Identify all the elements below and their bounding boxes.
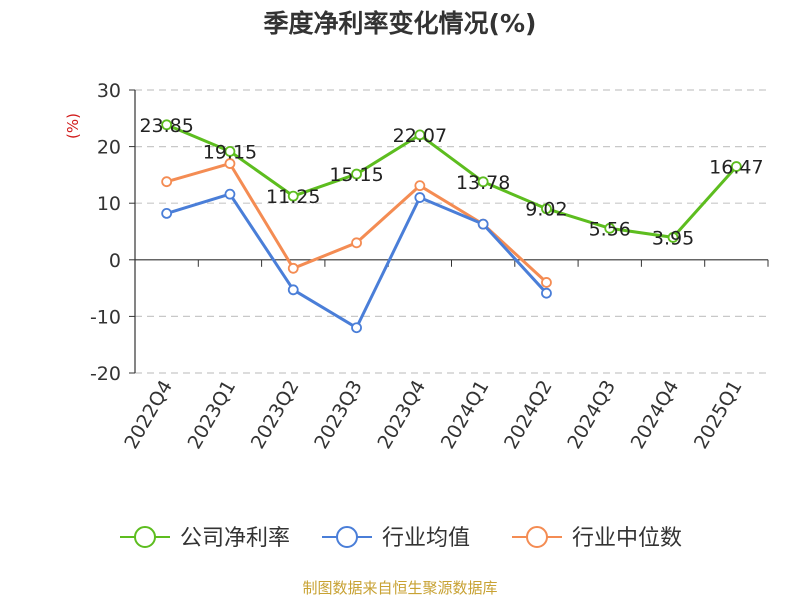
- y-tick-label: 0: [109, 250, 121, 272]
- data-point: [161, 176, 173, 188]
- legend-marker-icon: [134, 526, 156, 548]
- y-tick-label: -20: [90, 363, 121, 385]
- x-tick-label: 2024Q4: [627, 377, 684, 453]
- data-point: [730, 161, 742, 172]
- data-point: [224, 188, 236, 200]
- legend-label: 行业均值: [382, 526, 470, 551]
- data-point: [667, 232, 679, 243]
- data-point: [541, 203, 552, 215]
- x-tick-label: 2024Q1: [437, 377, 494, 453]
- data-label: 23.85: [139, 115, 193, 137]
- data-point: [414, 129, 426, 141]
- data-label: 5.56: [589, 218, 631, 240]
- data-point: [541, 287, 552, 299]
- data-label: 13.78: [456, 172, 510, 194]
- x-tick-label: 2023Q4: [373, 377, 430, 453]
- data-point: [604, 222, 616, 234]
- legend-label: 行业中位数: [572, 526, 682, 551]
- x-tick-label: 2022Q4: [120, 377, 177, 453]
- x-tick-label: 2024Q2: [500, 377, 557, 453]
- data-point: [287, 284, 299, 296]
- x-tick-label: 2023Q3: [310, 377, 367, 453]
- chart-title: 季度净利率变化情况(%): [263, 9, 537, 38]
- y-tick-label: -10: [90, 306, 121, 328]
- legend[interactable]: 公司净利率 行业均值 行业中位数: [120, 526, 682, 551]
- series-line: [166, 192, 548, 330]
- data-point: [541, 277, 552, 288]
- data-point: [477, 218, 489, 230]
- data-label: 16.47: [709, 157, 763, 179]
- data-point: [161, 207, 173, 219]
- data-point: [414, 180, 426, 192]
- data-point: [351, 322, 362, 334]
- data-point: [161, 119, 173, 131]
- y-tick-label: 10: [97, 193, 121, 215]
- data-point: [287, 190, 299, 202]
- legend-item[interactable]: 行业均值: [322, 526, 470, 551]
- legend-label: 公司净利率: [180, 526, 290, 551]
- data-label: 19.15: [203, 141, 257, 163]
- legend-item[interactable]: 公司净利率: [120, 526, 290, 551]
- data-label: 3.95: [652, 227, 694, 249]
- legend-marker-icon: [336, 526, 358, 548]
- x-tick-label: 2025Q1: [690, 377, 747, 453]
- data-labels: 23.85 19.15 11.25 15.15 22.07 13.78 9.02 5.56 3.…: [139, 115, 763, 250]
- y-tick-label: 20: [97, 137, 121, 159]
- data-label: 15.15: [329, 164, 383, 186]
- y-tick-label: 30: [97, 80, 121, 102]
- legend-marker-icon: [526, 526, 548, 548]
- data-point: [224, 158, 236, 169]
- series-group: [161, 119, 742, 334]
- series-line: [166, 123, 738, 239]
- data-label: 9.02: [525, 199, 567, 221]
- data-point: [414, 192, 426, 203]
- y-unit-label: (%): [64, 113, 82, 139]
- data-point: [351, 168, 362, 180]
- data-label: 11.25: [266, 186, 320, 208]
- source-note: 制图数据来自恒生聚源数据库: [302, 579, 498, 597]
- legend-item[interactable]: 行业中位数: [512, 526, 682, 551]
- data-point: [287, 262, 299, 274]
- x-tick-label: 2023Q1: [184, 377, 241, 453]
- data-point: [351, 237, 362, 249]
- data-point: [477, 176, 489, 188]
- data-label: 22.07: [393, 125, 447, 147]
- data-point: [224, 146, 236, 157]
- x-tick-label: 2024Q3: [563, 377, 620, 453]
- x-tick-label: 2023Q2: [247, 377, 304, 453]
